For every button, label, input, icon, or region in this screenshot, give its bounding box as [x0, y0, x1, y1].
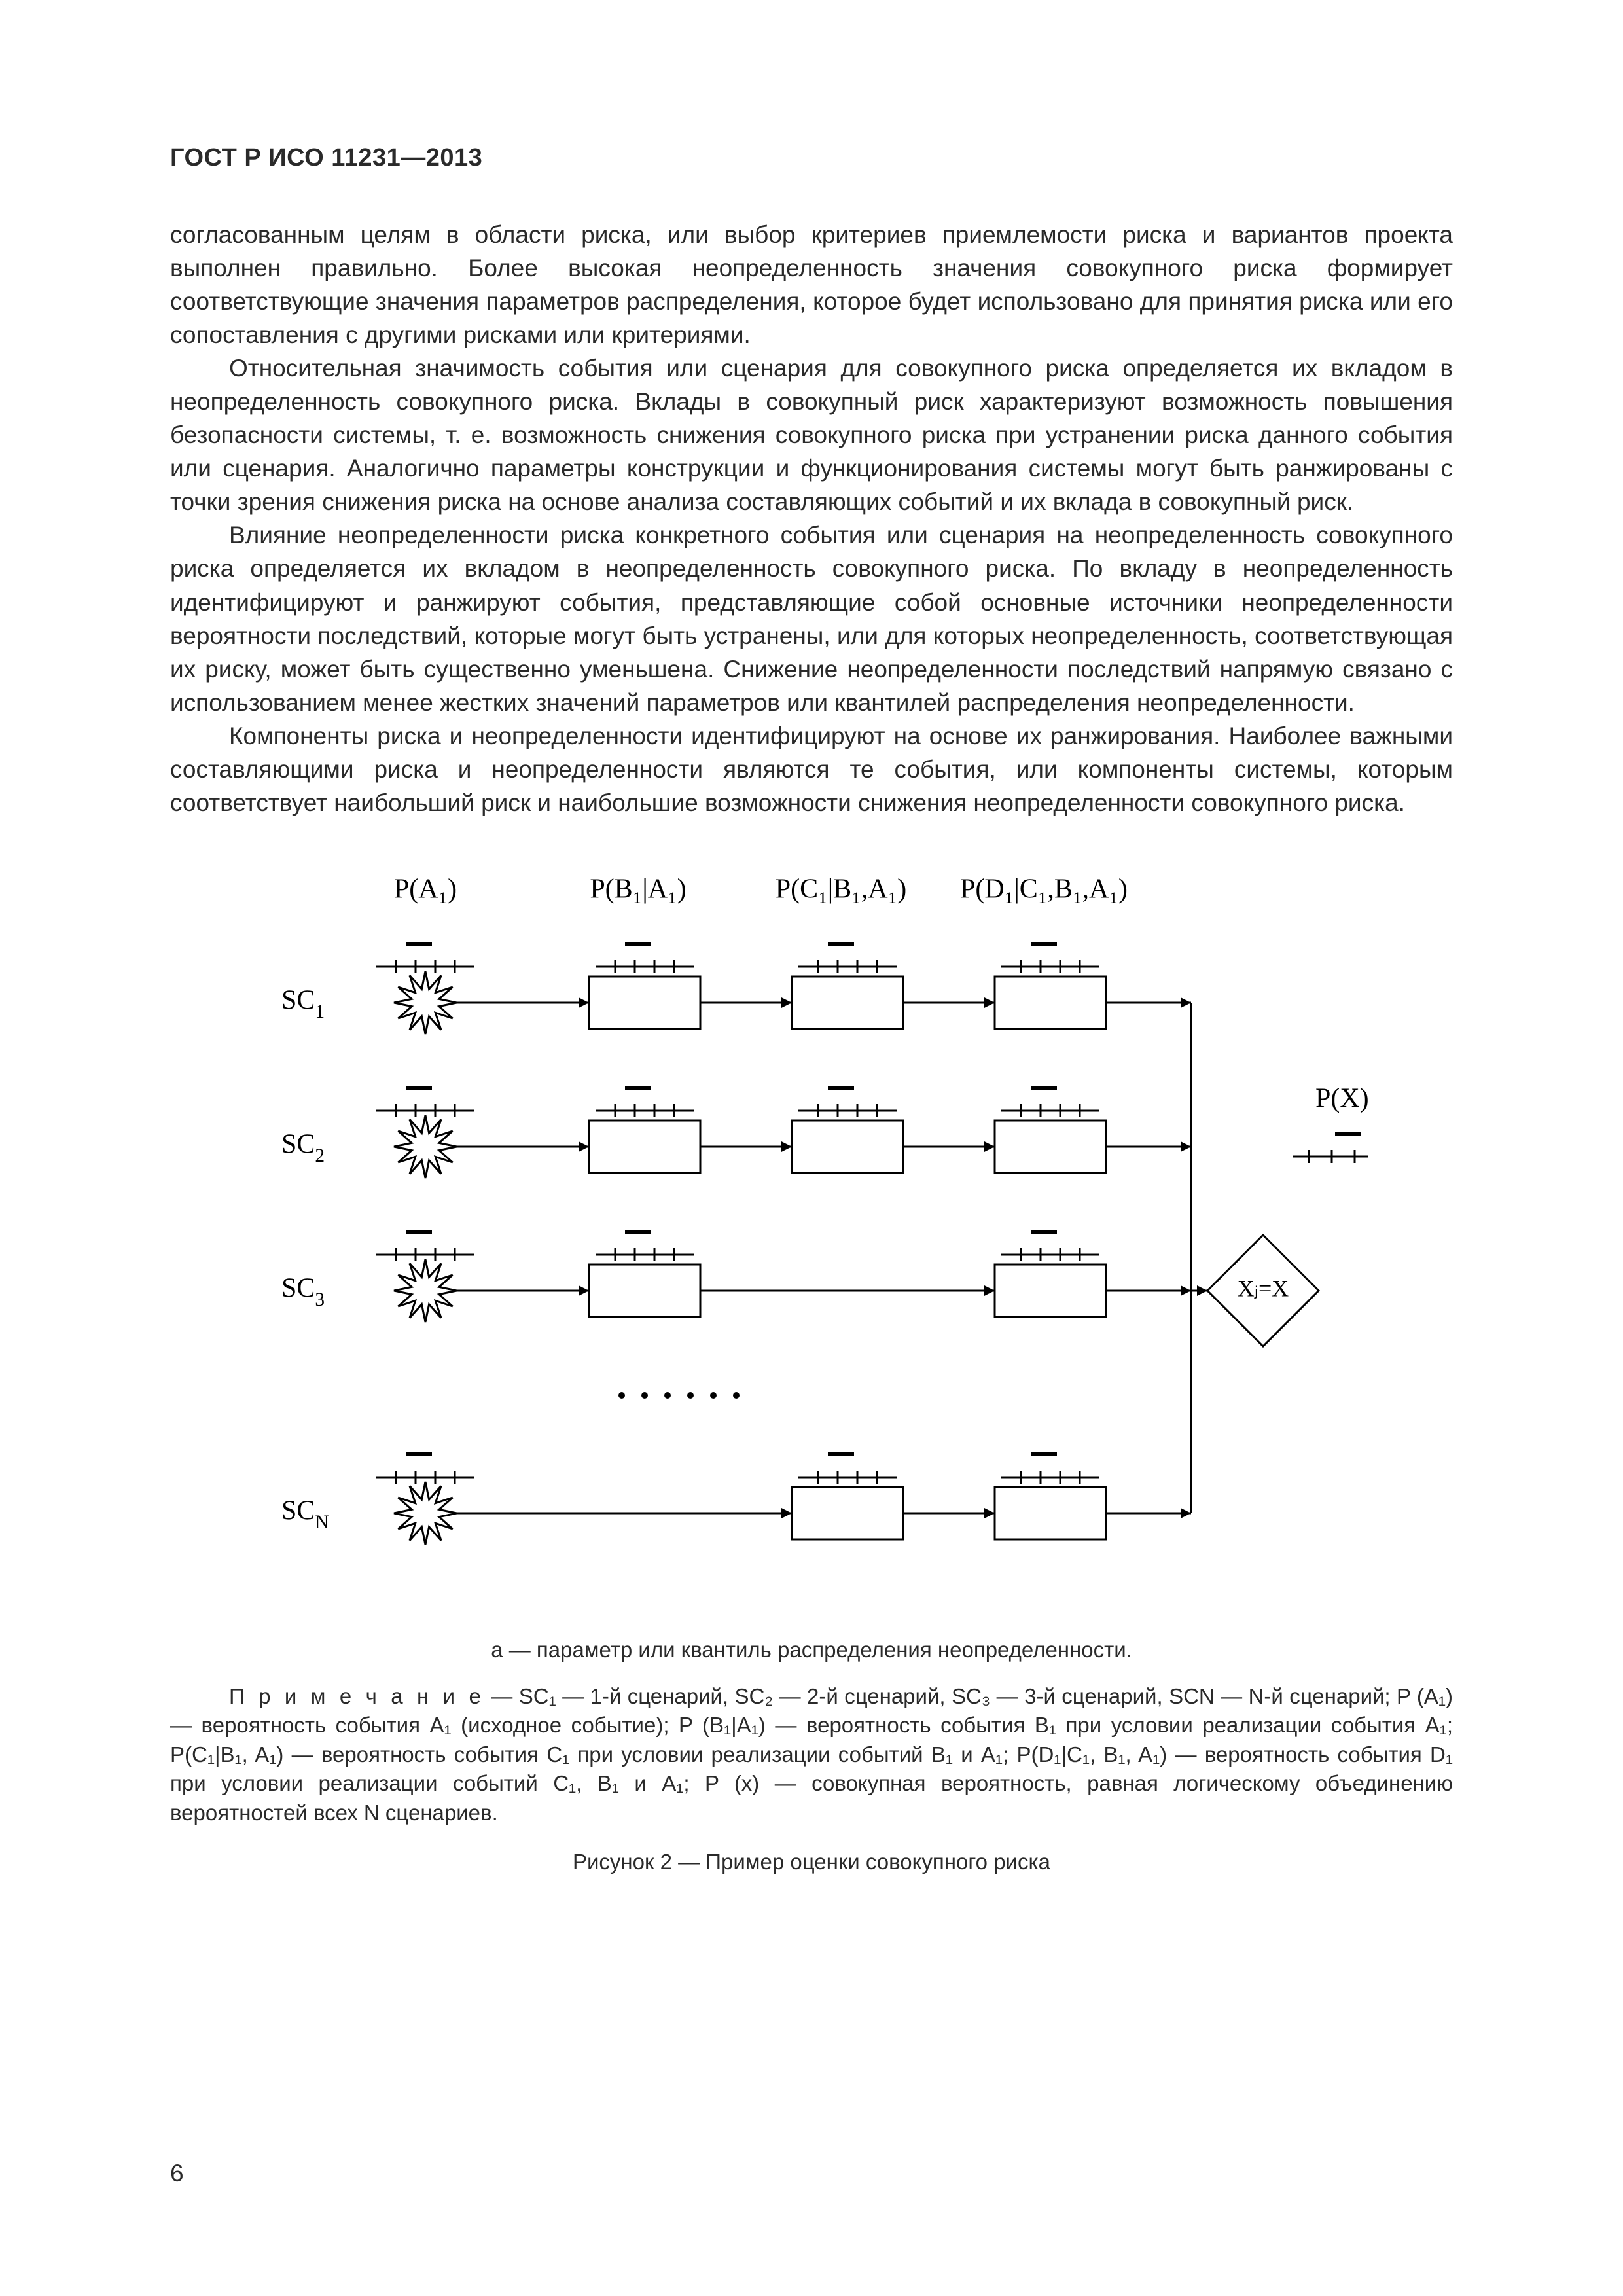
figure-2: P(A₁) P(B₁|A₁) P(C₁|B₁,A₁) P(D₁|C₁,B₁,A₁) SC…: [170, 859, 1453, 1611]
doc-header: ГОСТ Р ИСО 11231—2013: [170, 144, 1453, 172]
svg-text:SC1: SC1: [281, 985, 325, 1022]
svg-text:P(C₁|B₁,A₁): P(C₁|B₁,A₁): [776, 874, 907, 904]
svg-text:SCN: SCN: [281, 1496, 329, 1532]
svg-text:P(X):: P(X):: [1315, 1083, 1368, 1113]
figure-2-diagram: P(A₁) P(B₁|A₁) P(C₁|B₁,A₁) P(D₁|C₁,B₁,A₁) SC…: [255, 859, 1368, 1611]
figure-2-note: П р и м е ч а н и е — SC₁ — 1-й сценарий…: [170, 1682, 1453, 1828]
figure-2-legend-a: a — параметр или квантиль распределения …: [170, 1638, 1453, 1662]
paragraph-3: Влияние неопределенности риска конкретно…: [170, 518, 1453, 719]
page-number: 6: [170, 2160, 184, 2187]
svg-text:Xⱼ=X: Xⱼ=X: [1238, 1275, 1289, 1301]
svg-text:P(B₁|A₁): P(B₁|A₁): [590, 874, 686, 904]
svg-text:SC2: SC2: [281, 1129, 325, 1166]
svg-text:P(D₁|C₁,B₁,A₁): P(D₁|C₁,B₁,A₁): [960, 874, 1128, 904]
svg-text:SC3: SC3: [281, 1273, 325, 1310]
page-content: ГОСТ Р ИСО 11231—2013 согласованным целя…: [170, 144, 1453, 1874]
paragraph-4: Компоненты риска и неопределенности иден…: [170, 719, 1453, 819]
svg-text:P(A₁): P(A₁): [394, 874, 457, 904]
paragraph-2: Относительная значимость события или сце…: [170, 351, 1453, 518]
note-lead: П р и м е ч а н и е: [229, 1684, 485, 1708]
figure-2-title: Рисунок 2 — Пример оценки совокупного ри…: [170, 1850, 1453, 1874]
paragraph-1: согласованным целям в области риска, или…: [170, 218, 1453, 351]
